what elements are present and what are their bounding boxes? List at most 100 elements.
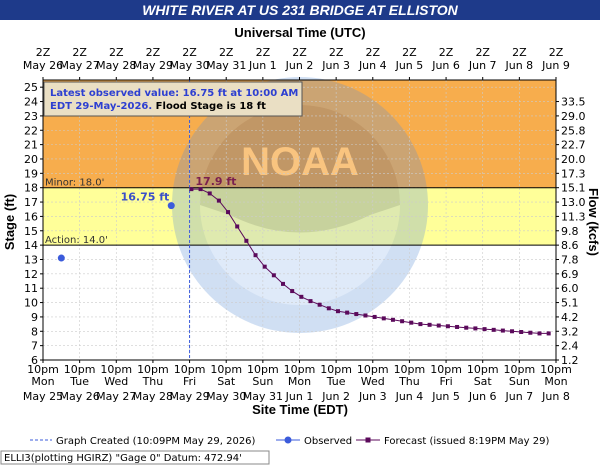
bottom-tick-time: 10pm bbox=[394, 363, 426, 376]
bottom-tick-date: May 25 bbox=[23, 390, 63, 403]
observed-legend-marker bbox=[284, 436, 292, 444]
bottom-tick-day: Thu bbox=[398, 375, 420, 388]
top-tick-date: May 26 bbox=[23, 59, 63, 72]
bottom-tick-day: Fri bbox=[440, 375, 453, 388]
top-axis-title: Universal Time (UTC) bbox=[234, 25, 365, 40]
left-tick-label: 22 bbox=[24, 124, 38, 137]
forecast-point bbox=[235, 224, 240, 229]
bottom-tick-time: 10pm bbox=[504, 363, 536, 376]
tick-labels: 6789101112131415161718192021222324251.22… bbox=[23, 46, 586, 403]
bottom-tick-date: May 30 bbox=[206, 390, 246, 403]
forecast-crest-label: 17.9 ft bbox=[195, 175, 236, 188]
left-tick-label: 13 bbox=[24, 253, 38, 266]
bottom-tick-day: Sat bbox=[217, 375, 236, 388]
left-tick-label: 24 bbox=[24, 96, 38, 109]
forecast-point bbox=[262, 264, 267, 269]
left-axis-title: Stage (ft) bbox=[2, 194, 17, 250]
bottom-tick-time: 10pm bbox=[430, 363, 462, 376]
forecast-point bbox=[400, 319, 405, 324]
forecast-point bbox=[537, 331, 542, 336]
forecast-point bbox=[335, 309, 340, 314]
data-series: 16.75 ft 17.9 ft bbox=[57, 80, 551, 360]
forecast-point bbox=[381, 316, 386, 321]
top-tick-date: Jun 9 bbox=[541, 59, 570, 72]
info-date: EDT 29-May-2026. bbox=[50, 101, 152, 112]
forecast-point bbox=[363, 313, 368, 318]
left-tick-label: 21 bbox=[24, 139, 38, 152]
forecast-point bbox=[528, 330, 533, 335]
top-tick-hour: 2Z bbox=[36, 46, 51, 59]
right-tick-label: 11.3 bbox=[561, 210, 586, 223]
forecast-point bbox=[299, 294, 304, 299]
forecast-point bbox=[345, 310, 350, 315]
right-tick-label: 20.0 bbox=[561, 153, 586, 166]
datum-text: ELLI3(plotting HGIRZ) "Gage 0" Datum: 47… bbox=[4, 453, 242, 464]
top-tick-hour: 2Z bbox=[219, 46, 234, 59]
bottom-tick-date: Jun 2 bbox=[321, 390, 350, 403]
forecast-point bbox=[189, 187, 194, 192]
bottom-tick-date: Jun 4 bbox=[395, 390, 424, 403]
datum-box bbox=[0, 450, 270, 465]
observed-point bbox=[57, 254, 65, 262]
left-tick-label: 19 bbox=[24, 167, 38, 180]
right-tick-label: 2.4 bbox=[561, 340, 579, 353]
bottom-tick-date: Jun 6 bbox=[468, 390, 497, 403]
noaa-watermark-text: NOAA bbox=[241, 140, 359, 184]
left-tick-label: 14 bbox=[24, 239, 38, 252]
bottom-tick-time: 10pm bbox=[320, 363, 352, 376]
forecast-point bbox=[308, 299, 313, 304]
info-flood-stage: Flood Stage is 18 ft bbox=[152, 101, 266, 112]
right-tick-label: 33.5 bbox=[561, 96, 586, 109]
bottom-tick-time: 10pm bbox=[137, 363, 169, 376]
left-tick-label: 16 bbox=[24, 210, 38, 223]
left-tick-label: 11 bbox=[24, 282, 38, 295]
top-tick-hour: 2Z bbox=[439, 46, 454, 59]
forecast-point bbox=[290, 289, 295, 294]
top-tick-date: Jun 2 bbox=[285, 59, 314, 72]
forecast-line bbox=[191, 188, 549, 334]
bottom-tick-day: Sat bbox=[474, 375, 493, 388]
top-tick-date: May 31 bbox=[206, 59, 246, 72]
bottom-tick-day: Mon bbox=[31, 375, 54, 388]
right-tick-label: 29.0 bbox=[561, 110, 586, 123]
noaa-seal-bird bbox=[200, 105, 400, 233]
title-bar bbox=[0, 0, 600, 20]
right-tick-label: 3.2 bbox=[561, 325, 579, 338]
forecast-point bbox=[500, 328, 505, 333]
bottom-tick-time: 10pm bbox=[284, 363, 316, 376]
forecast-point bbox=[226, 210, 231, 215]
forecast-point bbox=[491, 327, 496, 332]
left-tick-label: 7 bbox=[31, 340, 38, 353]
right-tick-label: 1.2 bbox=[561, 354, 579, 367]
top-tick-hour: 2Z bbox=[402, 46, 417, 59]
top-tick-date: Jun 5 bbox=[395, 59, 424, 72]
bottom-tick-time: 10pm bbox=[540, 363, 572, 376]
right-tick-label: 7.8 bbox=[561, 253, 579, 266]
chart-title: WHITE RIVER AT US 231 BRIDGE AT ELLISTON bbox=[142, 2, 458, 18]
observed-point bbox=[167, 202, 175, 210]
bottom-tick-day: Thu bbox=[142, 375, 164, 388]
top-tick-hour: 2Z bbox=[256, 46, 271, 59]
bottom-tick-date: Jun 3 bbox=[358, 390, 387, 403]
bottom-tick-date: May 27 bbox=[96, 390, 136, 403]
legend-observed: Observed bbox=[304, 436, 352, 447]
bottom-tick-day: Mon bbox=[544, 375, 567, 388]
left-tick-label: 12 bbox=[24, 268, 38, 281]
top-tick-hour: 2Z bbox=[72, 46, 87, 59]
right-tick-label: 4.2 bbox=[561, 311, 579, 324]
top-tick-hour: 2Z bbox=[366, 46, 381, 59]
bottom-tick-date: May 29 bbox=[169, 390, 209, 403]
threshold-lines: Minor: 18.0' Action: 14.0' bbox=[43, 178, 556, 246]
bottom-tick-date: Jun 7 bbox=[505, 390, 534, 403]
forecast-point bbox=[317, 302, 322, 307]
bottom-tick-day: Wed bbox=[361, 375, 385, 388]
noaa-seal-inner bbox=[200, 105, 400, 305]
bottom-tick-time: 10pm bbox=[210, 363, 242, 376]
top-tick-date: Jun 7 bbox=[468, 59, 497, 72]
forecast-point bbox=[354, 312, 359, 317]
info-line-1: Latest observed value: 16.75 ft at 10:00… bbox=[50, 88, 298, 99]
forecast-point bbox=[207, 191, 212, 196]
right-tick-label: 8.6 bbox=[561, 239, 579, 252]
bottom-tick-day: Fri bbox=[183, 375, 196, 388]
